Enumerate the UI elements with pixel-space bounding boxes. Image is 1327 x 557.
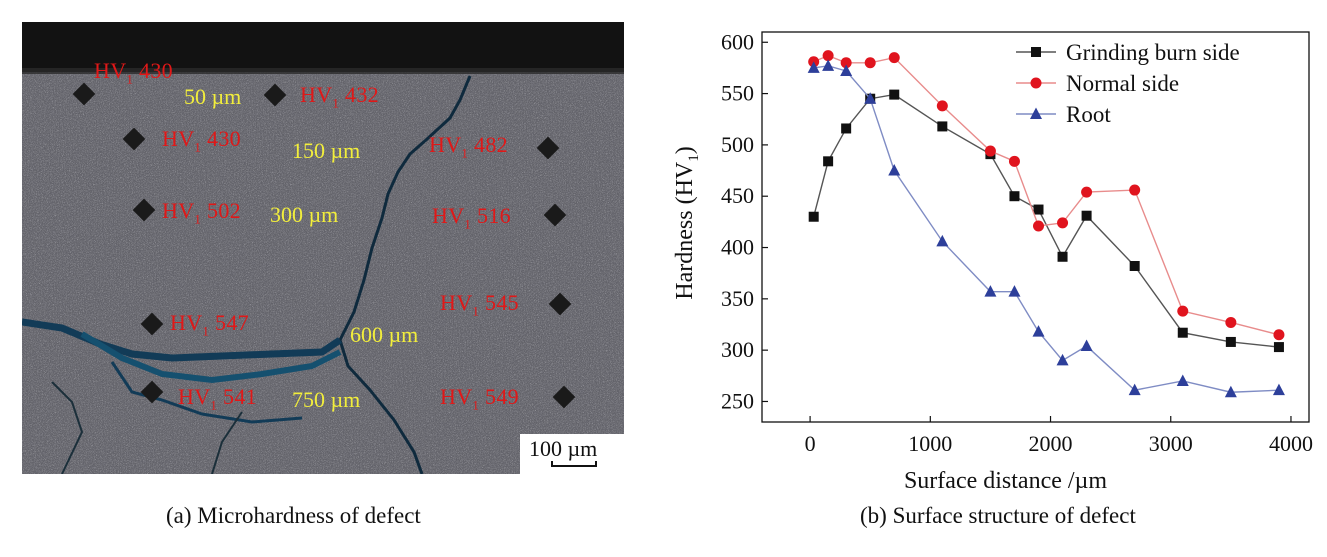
depth-label-50: 50 µm [184,84,242,109]
hv-label-10: HV1 549 [440,384,519,413]
hv-label-8: HV1 545 [440,290,519,319]
series-line-triangle [813,65,1279,393]
chart-legend: Grinding burn side Normal side Root [1016,40,1240,127]
legend-label: Grinding burn side [1066,40,1240,65]
data-point-triangle [840,64,853,76]
data-point-triangle [1176,374,1189,386]
y-tick-label: 350 [721,286,754,311]
y-tick-label: 600 [721,29,754,54]
y-tick-label: 550 [721,81,754,106]
hv-label-2: HV1 432 [300,82,379,111]
data-point-square [937,121,948,132]
data-point-square [1177,327,1188,338]
data-point-triangle [864,92,877,104]
x-tick-label: 0 [805,431,816,456]
hv-label-4: HV1 482 [429,132,508,161]
plot-frame [761,31,1310,423]
depth-label-600: 600 µm [350,322,419,347]
data-point-circle [888,52,900,64]
indent-8 [548,292,572,316]
hardness-chart: 0 1000 2000 3000 4000 250 300 350 400 450 500 550 60… [672,29,1313,494]
legend-label: Root [1066,102,1111,127]
data-point-circle [1033,220,1045,232]
data-point-triangle [1008,285,1021,297]
hv-label-9: HV1 541 [178,384,257,413]
data-point-circle [840,57,852,69]
data-point-circle [1030,77,1042,89]
data-point-circle [822,50,834,62]
hv-label-5: HV1 502 [162,198,241,227]
hv-label-3: HV1 430 [162,126,241,155]
data-point-triangle [1056,353,1069,366]
data-point-triangle [1272,383,1285,396]
data-point-triangle [1128,383,1141,396]
legend-label: Normal side [1066,71,1179,96]
series-line-circle [813,54,1280,336]
depth-label-150: 150 µm [292,138,361,163]
data-point-square [823,156,834,167]
data-point-triangle [936,234,949,247]
hv-label-6: HV1 516 [432,203,511,232]
data-point-square [1031,47,1041,57]
data-point-circle [1057,217,1069,229]
chart-series [807,50,1285,398]
x-axis-label: Surface distance /µm [904,468,1107,494]
hv-label-7: HV1 547 [170,310,249,339]
data-point-circle [984,145,996,157]
x-tick-label: 4000 [1269,431,1313,456]
series-line-square [813,93,1280,348]
y-axis-label: Hardness (HV1) [672,146,702,299]
data-point-square [889,89,900,100]
y-tick-label: 300 [721,337,754,362]
data-point-circle [1177,305,1189,317]
micrograph-image: HV1 430 HV1 432 HV1 430 HV1 482 HV1 502 … [22,22,624,474]
data-point-circle [864,57,876,69]
data-point-square [1057,251,1068,262]
data-point-square [808,211,819,222]
data-point-circle [1273,329,1285,341]
x-tick-label: 2000 [1029,431,1073,456]
data-point-triangle [984,285,997,297]
depth-label-300: 300 µm [270,202,339,227]
indent-1 [72,82,96,106]
scale-bar: 100 µm [520,434,624,474]
scale-bar-label: 100 µm [529,436,598,461]
x-tick-label: 3000 [1149,431,1193,456]
data-point-square [1129,261,1140,271]
data-point-square [1081,210,1092,221]
scale-bar-line [551,461,597,467]
x-tick-label: 1000 [908,431,952,456]
y-tick-label: 450 [721,183,754,208]
data-point-square [1009,191,1020,202]
data-point-square [1033,204,1044,215]
depth-label-750: 750 µm [292,387,361,412]
data-point-square [1273,342,1284,353]
data-point-circle [1008,155,1020,167]
data-point-triangle [822,59,835,71]
data-point-triangle [1032,325,1045,337]
micrograph-texture [22,22,624,474]
data-point-triangle [1080,339,1093,352]
data-point-circle [936,100,948,112]
y-tick-label: 500 [721,132,754,157]
data-point-circle [1225,316,1237,328]
data-point-triangle [1224,385,1237,398]
caption-a: (a) Microhardness of defect [166,503,421,528]
chart-axes: 0 1000 2000 3000 4000 250 300 350 400 450 500 550 60… [672,29,1313,494]
caption-b: (b) Surface structure of defect [860,503,1136,528]
data-point-triangle [807,61,820,73]
indent-10 [552,385,576,409]
y-tick-label: 400 [721,235,754,260]
y-tick-label: 250 [721,388,754,413]
data-point-triangle [1030,107,1042,119]
data-point-square [1225,336,1236,347]
data-point-square [841,123,852,134]
data-point-circle [1129,184,1141,196]
data-point-circle [1081,186,1093,198]
data-point-triangle [888,164,901,176]
indent-2 [263,83,287,107]
hv-label-1: HV1 430 [94,58,173,87]
